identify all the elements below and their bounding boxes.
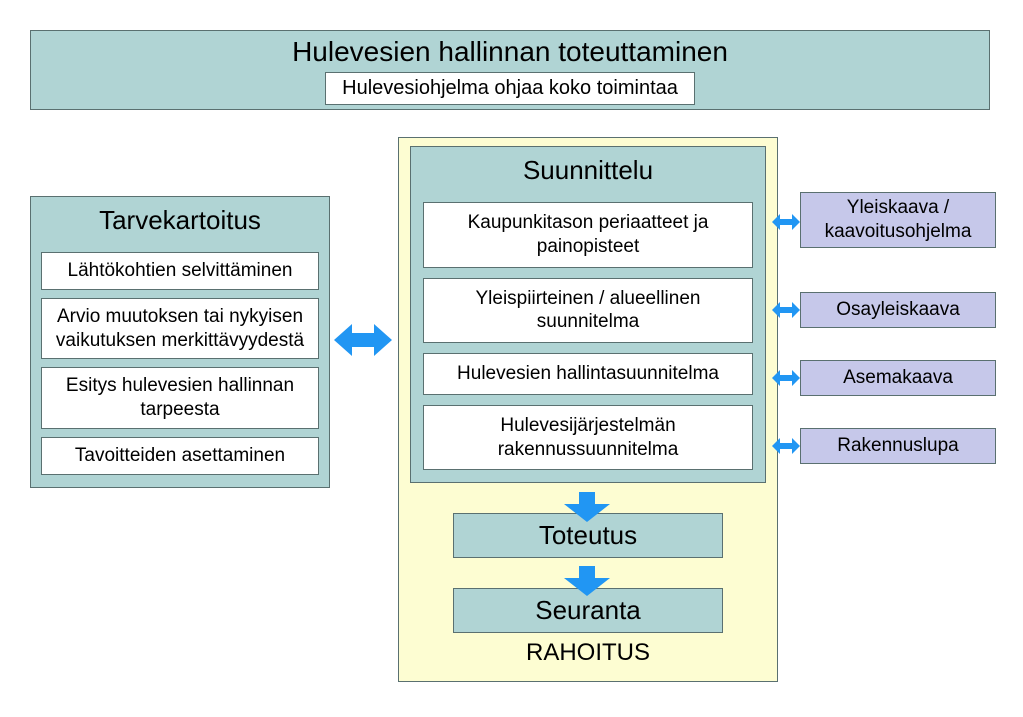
small-double-arrow-3-icon: [772, 436, 800, 456]
right-item-1: Osayleiskaava: [800, 292, 996, 328]
right-item-3: Rakennuslupa: [800, 428, 996, 464]
right-item-1a: Osayleiskaava: [836, 298, 960, 322]
suun-item-0: Kaupunkitason periaatteet ja painopistee…: [423, 202, 753, 268]
left-item-3: Tavoitteiden asettaminen: [41, 437, 319, 475]
suun-item-3: Hulevesijärjestelmän rakennussuunnitelma: [423, 405, 753, 471]
right-item-0b: kaavoitusohjelma: [825, 221, 972, 242]
right-item-2: Asemakaava: [800, 360, 996, 396]
right-item-2a: Asemakaava: [843, 366, 953, 390]
tarvekartoitus-box: Tarvekartoitus Lähtökohtien selvittämine…: [30, 196, 330, 488]
left-item-2: Esitys hulevesien hallinnan tarpeesta: [41, 367, 319, 429]
header-subtitle-box: Hulevesiohjelma ohjaa koko toimintaa: [325, 72, 695, 105]
right-item-3a: Rakennuslupa: [837, 434, 958, 458]
small-double-arrow-0-icon: [772, 212, 800, 232]
tarvekartoitus-title: Tarvekartoitus: [99, 205, 261, 236]
header-title: Hulevesien hallinnan toteuttaminen: [292, 36, 728, 68]
right-item-0a: Yleiskaava /: [847, 197, 949, 218]
suun-item-1: Yleispiirteinen / alueellinen suunnitelm…: [423, 278, 753, 344]
small-double-arrow-2-icon: [772, 368, 800, 388]
left-item-1: Arvio muutoksen tai nykyisen vaikutuksen…: [41, 298, 319, 360]
small-double-arrow-1-icon: [772, 300, 800, 320]
left-item-0: Lähtökohtien selvittäminen: [41, 252, 319, 290]
header-box: Hulevesien hallinnan toteuttaminen Hulev…: [30, 30, 990, 110]
suun-item-2: Hulevesien hallintasuunnitelma: [423, 353, 753, 395]
down-arrow-1-icon: [562, 566, 612, 601]
suunnittelu-title: Suunnittelu: [523, 155, 653, 186]
down-arrow-0-icon: [562, 492, 612, 527]
header-subtitle: Hulevesiohjelma ohjaa koko toimintaa: [342, 77, 678, 99]
suunnittelu-box: Suunnittelu Kaupunkitason periaatteet ja…: [410, 146, 766, 483]
right-item-0: Yleiskaava / kaavoitusohjelma: [800, 192, 996, 248]
big-double-arrow-icon: [334, 320, 392, 360]
rahoitus-label: RAHOITUS: [526, 639, 650, 667]
